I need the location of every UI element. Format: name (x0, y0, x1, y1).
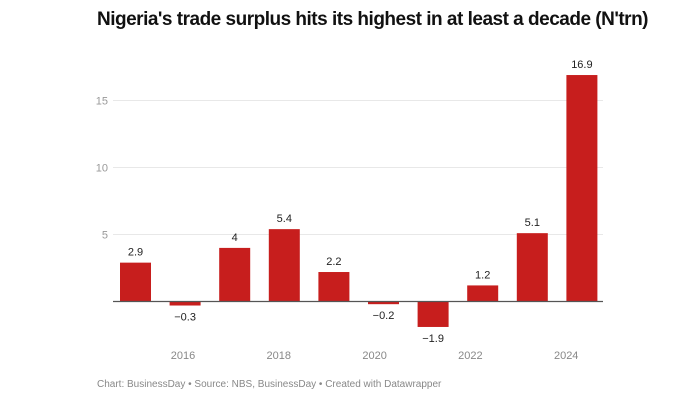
data-label: −1.9 (422, 333, 444, 345)
bar (120, 262, 151, 302)
bar (467, 285, 499, 302)
bar (566, 75, 598, 302)
data-label: 5.4 (277, 213, 292, 225)
chart-footer: Chart: BusinessDay • Source: NBS, Busine… (97, 379, 442, 390)
bar (516, 233, 548, 302)
data-label: 5.1 (525, 217, 540, 229)
data-label: 16.9 (571, 59, 592, 71)
x-tick-label: 2018 (267, 350, 291, 362)
chart-title: Nigeria's trade surplus hits its highest… (97, 9, 649, 30)
y-tick-label: 15 (96, 96, 108, 108)
x-tick-label: 2016 (171, 350, 195, 362)
data-label: 1.2 (475, 269, 490, 281)
x-tick-label: 2022 (458, 350, 482, 362)
bar (169, 301, 201, 306)
bar (318, 272, 350, 302)
bar (417, 301, 449, 327)
data-label: 4 (232, 232, 238, 244)
data-label: 2.2 (326, 256, 341, 268)
x-tick-label: 2020 (362, 350, 386, 362)
y-tick-label: 10 (96, 163, 108, 175)
data-label: −0.3 (174, 312, 196, 324)
bar (368, 301, 399, 305)
x-tick-label: 2024 (554, 350, 578, 362)
bar (219, 247, 251, 302)
y-tick-label: 5 (102, 230, 108, 242)
data-label: 2.9 (128, 247, 143, 259)
bar (268, 229, 300, 302)
data-label: −0.2 (373, 310, 395, 322)
